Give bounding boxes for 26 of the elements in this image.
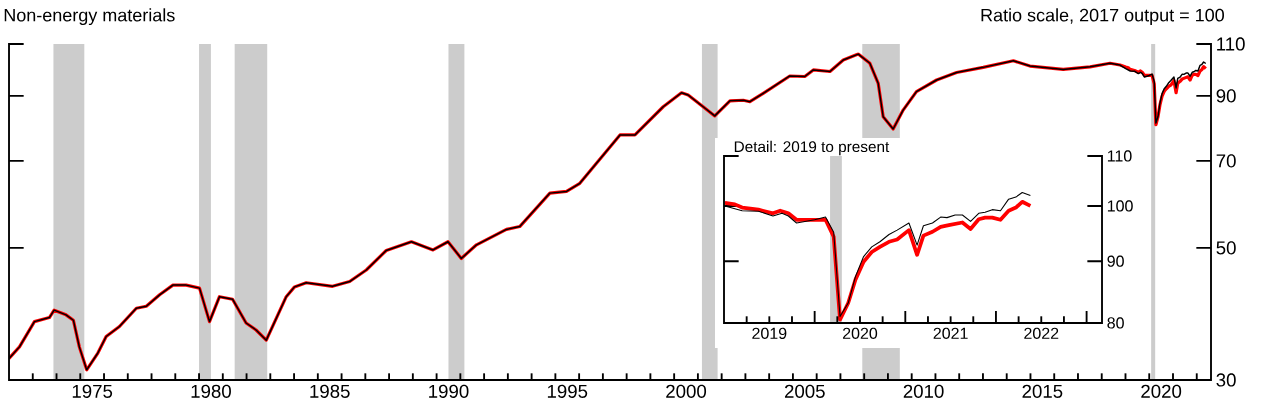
y-tick-label: 90 <box>1216 89 1236 103</box>
y-tick-label: 70 <box>1216 154 1236 168</box>
x-tick-label: 2000 <box>666 384 707 398</box>
y-tick-label: 80 <box>1107 317 1124 329</box>
x-tick-label: 2019 <box>752 327 787 339</box>
y-tick-label: 110 <box>1107 150 1132 162</box>
x-tick-label: 1990 <box>429 384 469 398</box>
x-tick-label: 1995 <box>547 384 588 398</box>
chart-title: Non-energy materials <box>4 8 175 26</box>
chart-title: Detail: 2019 to present <box>734 140 890 156</box>
y-tick-label: 90 <box>1107 255 1124 267</box>
y-tick-label: 110 <box>1217 37 1245 51</box>
x-tick-label: 2015 <box>1022 384 1063 398</box>
x-tick-label: 1985 <box>310 384 350 398</box>
x-tick-label: 2010 <box>903 384 944 398</box>
x-tick-label: 2020 <box>842 327 878 339</box>
y-tick-label: 30 <box>1216 373 1236 387</box>
x-tick-label: 1975 <box>72 384 113 398</box>
x-tick-label: 2005 <box>784 384 825 398</box>
y-tick-label: 50 <box>1216 241 1236 255</box>
x-tick-label: 1980 <box>191 384 231 398</box>
y-axis-title: Ratio scale, 2017 output = 100 <box>981 8 1224 26</box>
y-tick-label: 100 <box>1107 200 1133 212</box>
x-tick-label: 2022 <box>1024 327 1059 339</box>
x-tick-label: 2020 <box>1141 384 1182 398</box>
x-tick-label: 2021 <box>933 327 968 339</box>
